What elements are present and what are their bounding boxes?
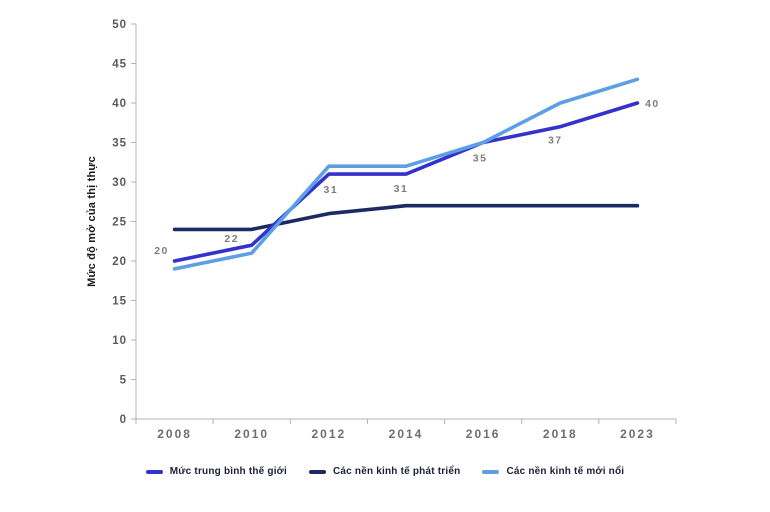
y-tick-label: 35 [112,138,127,150]
x-tick-label: 2016 [466,427,501,441]
y-tick-label: 40 [112,98,127,110]
y-tick-label: 20 [112,256,127,268]
series-line [172,77,640,271]
y-tick-label: 5 [120,375,127,387]
data-label: 31 [324,184,339,196]
data-label: 35 [473,153,488,165]
legend-label-emerging-economies: Các nền kinh tế mới nổi [506,466,625,477]
legend-item-developed-economies: Các nền kinh tế phát triển [308,466,461,477]
chart-legend: Mức trung bình thế giới Các nền kinh tế … [0,466,770,477]
x-tick-label: 2018 [543,427,578,441]
legend-label-world-average: Mức trung bình thế giới [169,466,287,477]
x-tick-label: 2023 [620,427,655,441]
legend-swatch-developed-economies-icon [308,469,326,474]
legend-swatch-world-average-icon [145,469,163,474]
data-label: 20 [154,245,169,257]
y-tick-label: 30 [112,177,127,189]
y-tick-label: 0 [120,414,127,426]
x-tick-label: 2014 [389,427,424,441]
visa-openness-line-chart: 0 5 10 15 20 25 30 35 40 45 50 2008 2010 2012 2014 2016… [86,19,677,441]
legend-swatch-emerging-economies-icon [482,469,500,474]
data-label: 31 [394,183,409,195]
y-tick-label: 45 [112,59,127,71]
y-axis-title: Mức độ mở của thị thực [86,156,98,287]
data-label: 37 [548,135,563,147]
y-tick-label: 50 [112,19,127,31]
x-tick-label: 2010 [234,427,269,441]
legend-item-emerging-economies: Các nền kinh tế mới nổi [482,466,624,477]
y-tick-label: 10 [112,335,127,347]
y-tick-label: 25 [112,217,127,229]
data-label: 22 [224,233,239,245]
axes-line [135,24,676,420]
series-line [172,203,640,232]
y-tick-label: 15 [112,296,127,308]
x-tick-label: 2012 [312,427,347,441]
legend-label-developed-economies: Các nền kinh tế phát triển [332,466,461,477]
data-label: 40 [645,98,660,110]
series-line [172,101,640,263]
legend-item-world-average: Mức trung bình thế giới [145,466,287,477]
x-tick-label: 2008 [157,427,192,441]
